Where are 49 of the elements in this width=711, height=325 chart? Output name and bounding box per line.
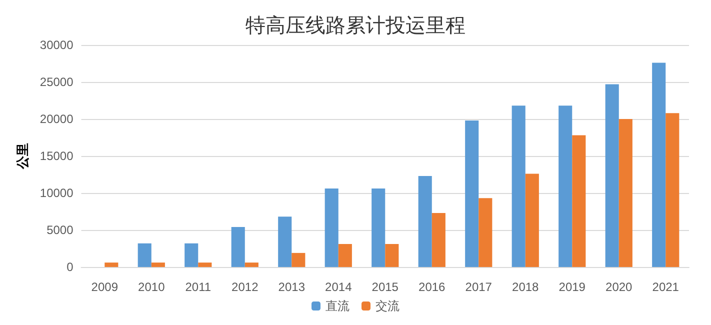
x-tick-label: 2014: [325, 280, 352, 294]
y-tick-label: 5000: [46, 223, 74, 237]
bar: [465, 120, 479, 267]
bar: [572, 135, 586, 267]
bar: [618, 119, 632, 267]
bar: [512, 106, 526, 267]
x-tick-label: 2009: [91, 280, 118, 294]
bar: [184, 243, 198, 267]
bar: [478, 198, 492, 267]
y-tick-label: 30000: [40, 38, 74, 52]
x-tick-label: 2010: [138, 280, 166, 294]
x-tick-label: 2019: [558, 280, 586, 294]
bar: [104, 262, 118, 267]
bar: [324, 188, 338, 267]
bar: [198, 262, 212, 267]
bar: [652, 62, 666, 267]
y-axis-title: 公里: [15, 143, 30, 170]
y-tick-label: 20000: [40, 112, 74, 126]
bar: [231, 227, 245, 267]
x-tick-label: 2018: [512, 280, 540, 294]
bar: [558, 106, 572, 267]
x-tick-label: 2021: [652, 280, 680, 294]
bar: [244, 262, 258, 267]
bar: [525, 174, 539, 267]
x-tick-label: 2011: [185, 280, 212, 294]
bar: [418, 176, 432, 267]
y-tick-label: 0: [66, 260, 74, 274]
x-tick-label: 2016: [418, 280, 446, 294]
x-tick-label: 2013: [278, 280, 306, 294]
y-tick-label: 10000: [40, 186, 74, 200]
x-tick-label: 2020: [606, 280, 633, 294]
bar: [372, 188, 386, 267]
bar: [338, 244, 352, 267]
bar: [385, 244, 399, 267]
bar: [605, 84, 619, 267]
bar: [292, 252, 306, 267]
x-tick-label: 2017: [465, 280, 492, 294]
bar: [278, 216, 292, 267]
x-tick-label: 2012: [232, 280, 259, 294]
bar: [666, 113, 680, 267]
chart-title: 特高压线路累计投运里程: [246, 13, 466, 37]
legend-label: 交流: [376, 299, 400, 313]
y-tick-label: 25000: [40, 75, 74, 89]
bar: [432, 212, 446, 267]
legend-label: 直流: [326, 299, 350, 313]
y-tick-label: 15000: [40, 149, 74, 163]
bar: [151, 262, 165, 267]
bar: [138, 243, 152, 267]
x-tick-label: 2015: [372, 280, 399, 294]
